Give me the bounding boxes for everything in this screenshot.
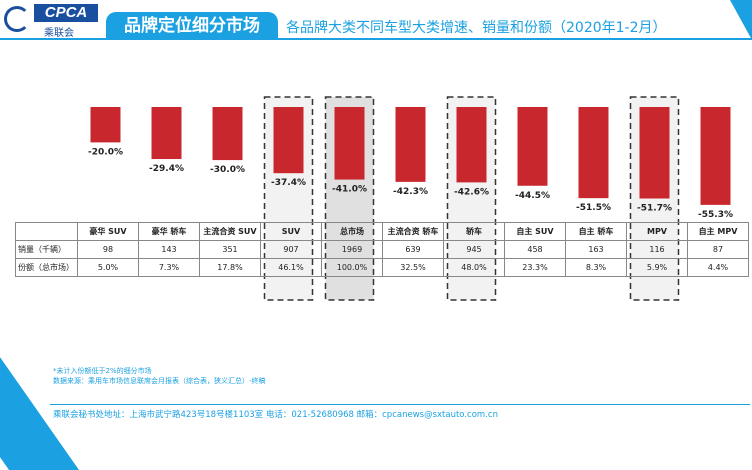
note-share: *未计入份额低于2%的细分市场 bbox=[53, 367, 152, 375]
table-row-sales: 销量（千辆） 98 143 351 907 1969 639 945 458 163 116 87 bbox=[15, 240, 749, 259]
table-cell: 46.1% bbox=[260, 258, 322, 277]
data-label: -30.0% bbox=[210, 165, 245, 175]
category-label: 主流合资 轿车 bbox=[382, 222, 444, 241]
category-label: MPV bbox=[626, 222, 688, 241]
bar bbox=[456, 107, 487, 183]
table-cell: 907 bbox=[260, 240, 322, 259]
category-label: 自主 SUV bbox=[504, 222, 566, 241]
cpca-logo: CPCA 乘联会 bbox=[4, 4, 100, 39]
note-source: 数据来源：乘用车市场信息联席会月报表（综合表，狭义汇总）-终稿 bbox=[53, 377, 266, 385]
header-divider bbox=[0, 38, 752, 40]
row-label: 销量（千辆） bbox=[15, 240, 78, 259]
footer-contact: 乘联会秘书处地址：上海市武宁路423号18号楼1103室 电话：021-5268… bbox=[53, 410, 498, 420]
bar bbox=[273, 107, 304, 174]
table-cell: 17.8% bbox=[199, 258, 261, 277]
category-label: 总市场 bbox=[321, 222, 383, 241]
data-label: -20.0% bbox=[88, 147, 123, 157]
data-label: -42.6% bbox=[454, 187, 489, 197]
data-label: -42.3% bbox=[393, 187, 428, 197]
data-label: -51.7% bbox=[637, 204, 672, 214]
category-label: 豪华 SUV bbox=[77, 222, 139, 241]
page-subtitle: 各品牌大类不同车型大类增速、销量和份额（2020年1-2月） bbox=[286, 20, 667, 36]
logo-mark-icon bbox=[4, 6, 30, 32]
table-cell: 8.3% bbox=[565, 258, 627, 277]
table-cell: 4.4% bbox=[687, 258, 749, 277]
bar bbox=[517, 107, 548, 186]
bar bbox=[334, 107, 365, 180]
data-label: -51.5% bbox=[576, 203, 611, 213]
category-label: 主流合资 SUV bbox=[199, 222, 261, 241]
logo-text: CPCA bbox=[34, 4, 98, 22]
category-label: 自主 轿车 bbox=[565, 222, 627, 241]
data-table: 豪华 SUV 豪华 轿车 主流合资 SUV SUV 总市场 主流合资 轿车 轿车 自主 SUV… bbox=[15, 222, 749, 277]
corner-decoration bbox=[730, 0, 752, 40]
bar bbox=[578, 107, 609, 199]
table-row-share: 份额（总市场） 5.0% 7.3% 17.8% 46.1% 100.0% 32.5% 48.0… bbox=[15, 258, 749, 277]
table-cell: 7.3% bbox=[138, 258, 200, 277]
data-label: -44.5% bbox=[515, 191, 550, 201]
category-label: 豪华 轿车 bbox=[138, 222, 200, 241]
bar bbox=[395, 107, 426, 182]
table-header-row: 豪华 SUV 豪华 轿车 主流合资 SUV SUV 总市场 主流合资 轿车 轿车 自主 SUV… bbox=[15, 222, 749, 241]
table-cell: 48.0% bbox=[443, 258, 505, 277]
table-cell: 23.3% bbox=[504, 258, 566, 277]
corner-decoration-blue bbox=[0, 330, 80, 470]
footer-divider bbox=[50, 404, 750, 405]
data-label: -41.0% bbox=[332, 185, 367, 195]
table-cell: 116 bbox=[626, 240, 688, 259]
table-cell: 639 bbox=[382, 240, 444, 259]
table-cell: 163 bbox=[565, 240, 627, 259]
table-cell: 5.9% bbox=[626, 258, 688, 277]
category-label: 自主 MPV bbox=[687, 222, 749, 241]
table-cell: 100.0% bbox=[321, 258, 383, 277]
data-label: -37.4% bbox=[271, 178, 306, 188]
bar bbox=[151, 107, 182, 160]
notes: *未计入份额低于2%的细分市场 数据来源：乘用车市场信息联席会月报表（综合表，狭… bbox=[53, 366, 266, 386]
logo-cn: 乘联会 bbox=[44, 28, 74, 39]
table-cell: 1969 bbox=[321, 240, 383, 259]
bar bbox=[639, 107, 670, 199]
section-tab: 品牌定位细分市场 bbox=[106, 12, 278, 40]
table-cell: 143 bbox=[138, 240, 200, 259]
bar bbox=[212, 107, 243, 161]
table-cell: 87 bbox=[687, 240, 749, 259]
bar bbox=[90, 107, 121, 143]
row-label: 份额（总市场） bbox=[15, 258, 78, 277]
category-label: SUV bbox=[260, 222, 322, 241]
bar bbox=[700, 107, 731, 205]
table-cell: 945 bbox=[443, 240, 505, 259]
table-cell: 98 bbox=[77, 240, 139, 259]
table-cell: 351 bbox=[199, 240, 261, 259]
category-label: 轿车 bbox=[443, 222, 505, 241]
data-label: -55.3% bbox=[698, 210, 733, 220]
data-label: -29.4% bbox=[149, 164, 184, 174]
table-cell: 458 bbox=[504, 240, 566, 259]
table-cell: 5.0% bbox=[77, 258, 139, 277]
table-cell: 32.5% bbox=[382, 258, 444, 277]
